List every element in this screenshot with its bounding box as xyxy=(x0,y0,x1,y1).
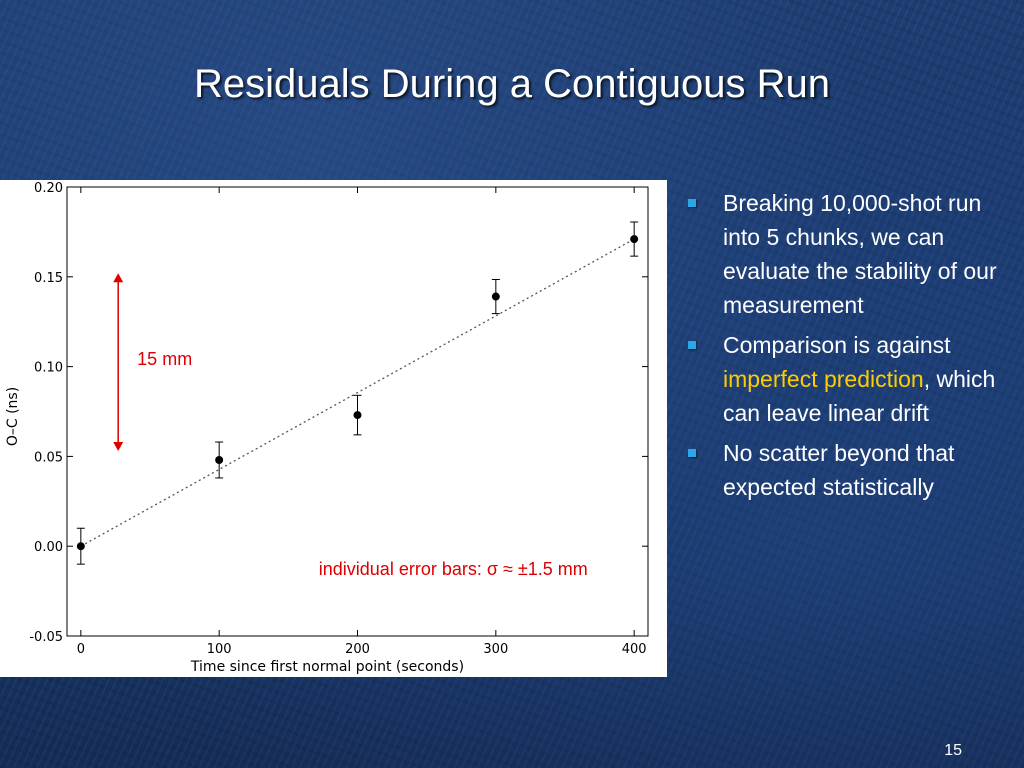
data-point xyxy=(215,455,224,464)
y-tick-label: 0.15 xyxy=(34,271,63,286)
error-bar-note: individual error bars: σ ≈ ±1.5 mm xyxy=(319,559,588,579)
arrow-up-icon xyxy=(113,273,124,283)
data-point xyxy=(76,542,85,551)
square-bullet-icon xyxy=(688,341,696,349)
data-point xyxy=(491,292,500,301)
square-bullet-icon xyxy=(688,199,696,207)
data-point xyxy=(630,235,639,244)
x-tick-label: 100 xyxy=(207,642,232,657)
y-tick-label: 0.05 xyxy=(34,450,63,465)
fit-line xyxy=(80,238,635,547)
y-axis-label: O–C (ns) xyxy=(5,387,21,446)
arrow-down-icon xyxy=(113,442,124,452)
x-tick-label: 400 xyxy=(622,642,647,657)
bullet-item: Breaking 10,000-shot run into 5 chunks, … xyxy=(686,186,1018,322)
y-tick-label: 0.10 xyxy=(34,361,63,376)
annotation-label: 15 mm xyxy=(137,349,192,369)
bullet-text: Comparison is against xyxy=(723,332,951,358)
bullet-text: No scatter beyond that expected statisti… xyxy=(723,440,955,500)
bullet-list: Breaking 10,000-shot run into 5 chunks, … xyxy=(686,186,1018,510)
bullet-text: , which can leave linear drift xyxy=(723,366,996,426)
residuals-chart: 0 100 200 300 400 -0.05 0.00 0.05 0.10 0.15 0.20 Ti… xyxy=(5,181,649,675)
x-tick-label: 200 xyxy=(345,642,370,657)
slide-title: Residuals During a Contiguous Run xyxy=(194,62,830,106)
x-tick-label: 300 xyxy=(483,642,508,657)
y-tick-label: -0.05 xyxy=(29,630,63,645)
y-tick-label: 0.20 xyxy=(34,181,63,196)
y-tick-label: 0.00 xyxy=(34,540,63,555)
x-axis-label: Time since first normal point (seconds) xyxy=(190,659,464,675)
data-point xyxy=(353,411,362,420)
bullet-text: Breaking 10,000-shot run into 5 chunks, … xyxy=(723,190,997,318)
bullet-item: No scatter beyond that expected statisti… xyxy=(686,436,1018,504)
bullet-highlight-text: imperfect prediction xyxy=(723,366,924,392)
square-bullet-icon xyxy=(688,449,696,457)
x-tick-label: 0 xyxy=(77,642,85,657)
chart-panel: 0 100 200 300 400 -0.05 0.00 0.05 0.10 0.15 0.20 Ti… xyxy=(0,180,667,677)
page-number: 15 xyxy=(944,742,962,759)
bullet-item: Comparison is against imperfect predicti… xyxy=(686,328,1018,430)
